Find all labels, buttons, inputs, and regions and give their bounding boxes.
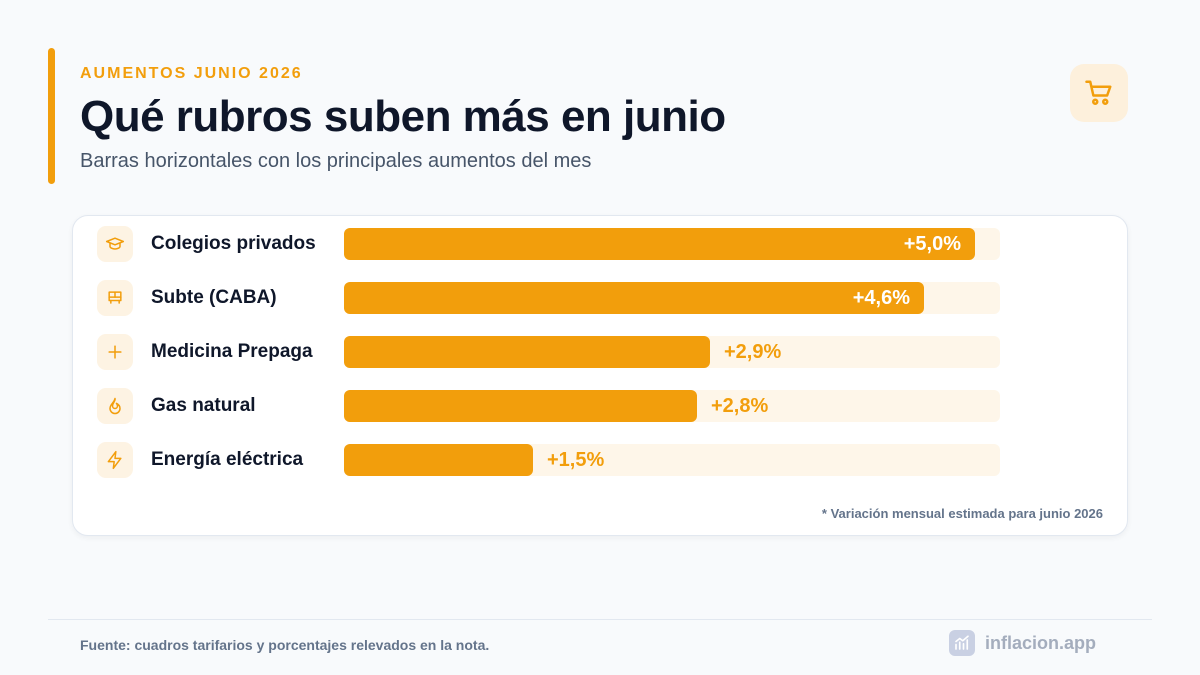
row-icon-box <box>97 388 133 424</box>
flame-icon <box>109 397 121 415</box>
bar-row: Colegios privados +5,0% <box>73 226 1127 262</box>
eyebrow: AUMENTOS JUNIO 2026 <box>80 65 303 82</box>
bar-track: +5,0% <box>344 228 1000 260</box>
bar <box>344 282 924 314</box>
category-label: Medicina Prepaga <box>151 341 313 362</box>
accent-bar <box>48 48 55 184</box>
bar-track: +1,5% <box>344 444 1000 476</box>
bar-row: Medicina Prepaga +2,9% <box>73 334 1127 370</box>
category-label: Colegios privados <box>151 233 316 254</box>
value-label: +5,0% <box>903 233 961 255</box>
shopping-cart-icon <box>1085 80 1112 105</box>
brand-name: inflacion.app <box>985 632 1097 653</box>
row-icon-box <box>97 280 133 316</box>
brand: inflacion.app <box>949 630 1096 656</box>
category-label: Energía eléctrica <box>151 449 304 470</box>
page-title: Qué rubros suben más en junio <box>80 92 726 141</box>
chart-footnote: * Variación mensual estimada para junio … <box>821 506 1103 521</box>
row-icon-box <box>97 442 133 478</box>
lightning-icon <box>107 450 122 470</box>
bar <box>344 228 975 260</box>
bar <box>344 336 710 368</box>
bar-track: +4,6% <box>344 282 1000 314</box>
plus-icon <box>108 345 122 359</box>
category-label: Gas natural <box>151 395 256 416</box>
source-note: Fuente: cuadros tarifarios y porcentajes… <box>80 637 490 653</box>
value-label: +4,6% <box>852 287 910 309</box>
value-label: +2,8% <box>711 395 769 417</box>
page-subtitle: Barras horizontales con los principales … <box>80 150 592 172</box>
trend-chart-icon <box>949 630 975 656</box>
bar-row: Gas natural +2,8% <box>73 388 1127 424</box>
bus-icon <box>108 291 122 304</box>
graduation-cap-icon <box>105 237 125 250</box>
footer-divider <box>48 619 1152 620</box>
bar <box>344 390 697 422</box>
value-label: +1,5% <box>547 449 605 471</box>
bar-track: +2,9% <box>344 336 1000 368</box>
category-label: Subte (CABA) <box>151 287 277 308</box>
bar <box>344 444 533 476</box>
bar-row: Energía eléctrica +1,5% <box>73 442 1127 478</box>
cart-badge <box>1070 64 1128 122</box>
chart-card: Colegios privados +5,0% Subte (CABA) +4,6% M… <box>72 215 1128 536</box>
row-icon-box <box>97 226 133 262</box>
value-label: +2,9% <box>724 341 782 363</box>
bar-track: +2,8% <box>344 390 1000 422</box>
row-icon-box <box>97 334 133 370</box>
bar-row: Subte (CABA) +4,6% <box>73 280 1127 316</box>
